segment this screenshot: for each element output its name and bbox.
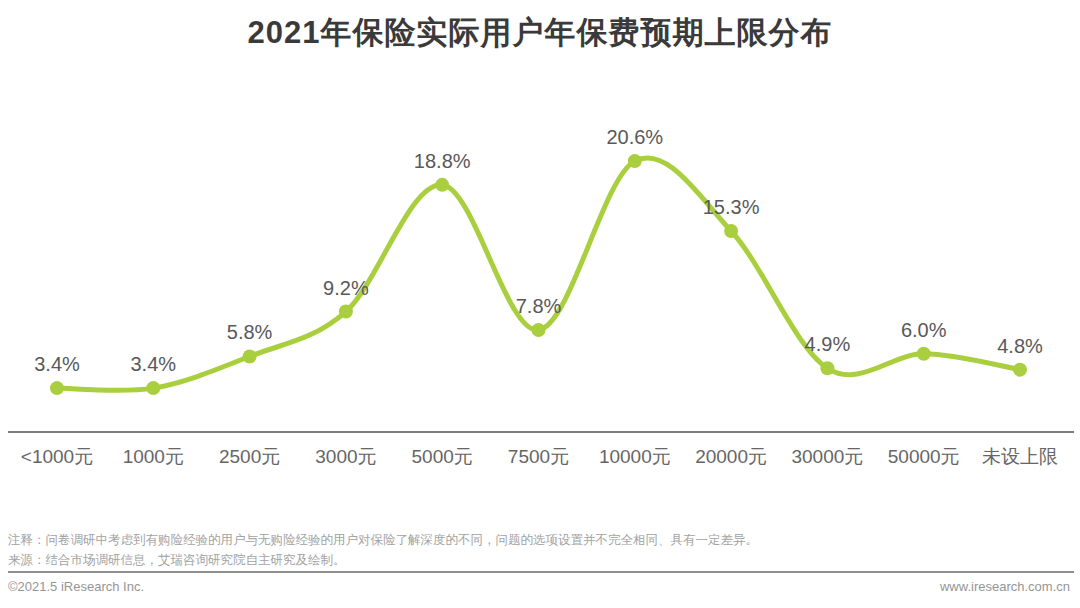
x-axis-label: 1000元 — [123, 444, 184, 470]
line-chart-canvas: 3.4% 3.4% 5.8% 9.2% 18.8% 7.8% 20.6% 15.3% 4.9% 6… — [0, 95, 1080, 433]
data-label: 4.9% — [805, 333, 851, 355]
data-label: 5.8% — [227, 321, 273, 343]
data-label: 18.8% — [414, 150, 471, 172]
data-label: 3.4% — [131, 353, 177, 375]
data-point — [146, 381, 160, 395]
data-point — [339, 305, 353, 319]
data-point — [628, 154, 642, 168]
data-label: 6.0% — [901, 319, 947, 341]
data-point — [1013, 363, 1027, 377]
footer: ©2021.5 iResearch Inc. www.iresearch.com… — [8, 579, 1070, 594]
x-axis-label: 2500元 — [219, 444, 280, 470]
note-text: 注释：问卷调研中考虑到有购险经验的用户与无购险经验的用户对保险了解深度的不同，问… — [8, 530, 1072, 550]
data-label: 3.4% — [34, 353, 80, 375]
x-axis-label: 5000元 — [412, 444, 473, 470]
data-label: 4.8% — [997, 335, 1043, 357]
data-point — [820, 361, 834, 375]
data-point — [50, 381, 64, 395]
website-text: www.iresearch.com.cn — [940, 579, 1070, 594]
data-label: 20.6% — [606, 126, 663, 148]
x-axis-label: 30000元 — [791, 444, 863, 470]
x-axis-label: <1000元 — [21, 444, 93, 470]
data-label: 15.3% — [703, 196, 760, 218]
x-axis-label: 3000元 — [315, 444, 376, 470]
x-axis-label: 50000元 — [888, 444, 960, 470]
chart-page: 2021年保险实际用户年保费预期上限分布 3.4% 3.4% 5.8% 9.2% 18.… — [0, 0, 1080, 608]
x-axis-label: 7500元 — [508, 444, 569, 470]
x-axis-label: 未设上限 — [982, 444, 1058, 470]
data-label: 9.2% — [323, 277, 369, 299]
data-label: 7.8% — [516, 295, 562, 317]
x-axis-line — [8, 431, 1074, 433]
data-point — [243, 349, 257, 363]
chart-notes: 注释：问卷调研中考虑到有购险经验的用户与无购险经验的用户对保险了解深度的不同，问… — [8, 530, 1072, 570]
data-point — [532, 323, 546, 337]
data-point — [917, 347, 931, 361]
data-point — [724, 224, 738, 238]
copyright-text: ©2021.5 iResearch Inc. — [8, 579, 144, 594]
x-axis-label: 10000元 — [599, 444, 671, 470]
source-text: 来源：结合市场调研信息，艾瑞咨询研究院自主研究及绘制。 — [8, 550, 1072, 570]
footer-divider — [8, 571, 1074, 573]
trend-line — [57, 158, 1020, 391]
data-point — [435, 178, 449, 192]
chart-title: 2021年保险实际用户年保费预期上限分布 — [0, 12, 1080, 54]
x-axis-label: 20000元 — [695, 444, 767, 470]
